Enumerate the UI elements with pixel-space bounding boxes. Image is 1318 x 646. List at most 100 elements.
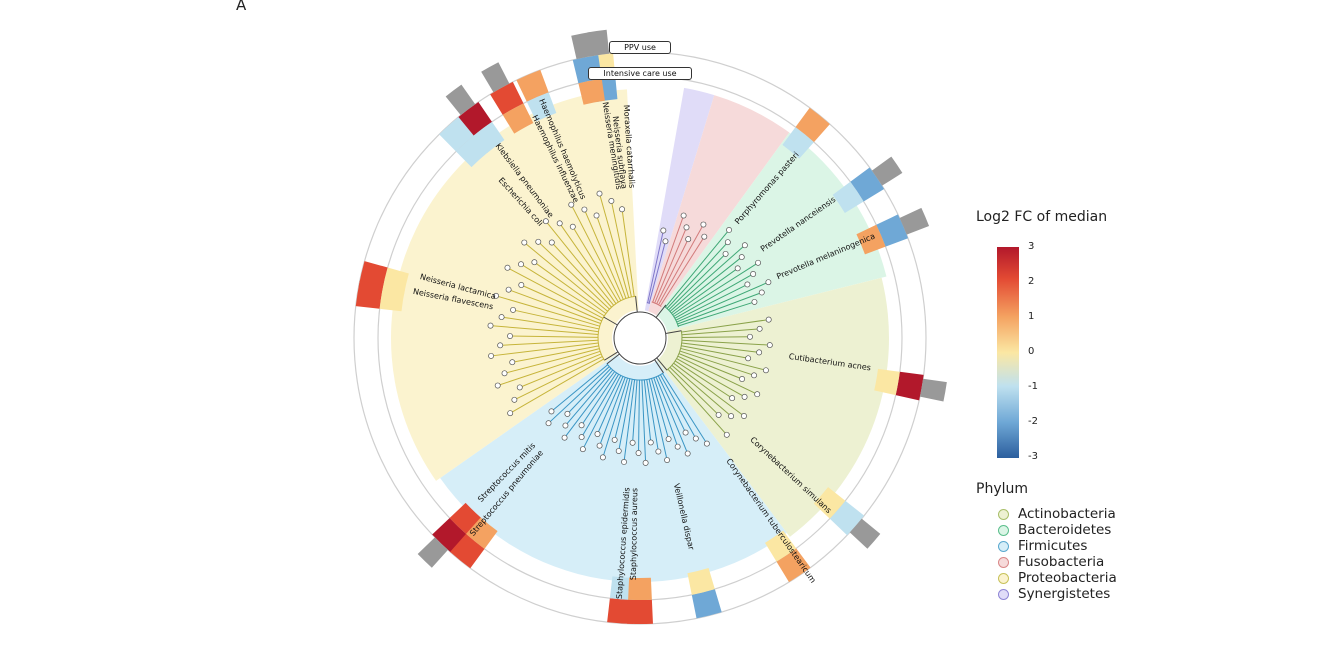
firmicutes-branch <box>623 379 636 463</box>
firmicutes-branch <box>643 379 652 443</box>
firmicutes-branch <box>650 378 670 440</box>
fc-bar-ppv <box>829 500 865 536</box>
proteobacteria-tip-node <box>494 382 501 389</box>
fusobacteria-tip-node <box>701 233 708 240</box>
fc-bar-icu <box>832 181 864 213</box>
phylum-legend-label: Firmicutes <box>1018 538 1088 554</box>
actinobacteria-branch <box>667 368 728 436</box>
fc-bar-ppv <box>516 69 549 102</box>
fc-bar-significance <box>571 31 595 60</box>
track-label-ppv: PPV use <box>609 41 671 54</box>
proteobacteria-tip-node <box>608 198 615 204</box>
fc-bar-ppv <box>607 598 634 624</box>
fusobacteria-branch <box>654 227 687 304</box>
bacteroidetes-tip-node <box>758 289 765 296</box>
proteobacteria-tip-node <box>487 322 494 329</box>
proteobacteria-branch <box>534 261 607 314</box>
fc-bar-icu <box>782 127 814 159</box>
bacteroidetes-branch <box>669 244 746 312</box>
proteobacteria-branch <box>507 267 604 319</box>
fc-bar-icu <box>813 487 846 519</box>
tip-label-staph-aureus: Staphylococcus aureus <box>629 488 640 580</box>
firmicutes-tip-node <box>642 459 649 466</box>
proteobacteria-tip-node <box>581 206 588 213</box>
fc-bar-icu <box>502 103 534 134</box>
proteobacteria-tip-node <box>535 238 542 245</box>
actinobacteria-branch <box>671 364 732 417</box>
proteobacteria-branch <box>559 223 617 304</box>
proteobacteria-branch <box>596 215 627 299</box>
panel-label: A <box>236 0 247 14</box>
bacteroidetes-branch <box>673 262 759 317</box>
fc-bar-icu <box>856 224 886 255</box>
proteobacteria-branch <box>551 242 612 308</box>
color-scale-tick: 2 <box>1028 276 1035 287</box>
firmicutes-tip-node <box>578 422 585 429</box>
fc-bar-icu <box>874 368 900 396</box>
firmicutes-branch <box>582 375 622 450</box>
fc-bar-significance <box>445 84 476 116</box>
firmicutes-tip-node <box>665 436 672 442</box>
actinobacteria-branch <box>674 360 733 399</box>
proteobacteria-branch <box>490 325 599 336</box>
actinobacteria-tip-node <box>762 367 769 374</box>
firmicutes-tip-node <box>647 439 654 446</box>
actinobacteria-branch <box>673 362 745 417</box>
proteobacteria-branch <box>512 309 600 330</box>
firmicutes-branch <box>614 378 631 441</box>
fusobacteria-branch <box>658 224 704 306</box>
bacteroidetes-tip-node <box>750 271 757 277</box>
phylum-legend-marker <box>998 556 1009 568</box>
proteobacteria-tip-node <box>498 314 505 321</box>
fusobacteria-tip-node <box>683 224 690 231</box>
phylum-legend-marker <box>998 540 1009 552</box>
synergistetes-arc <box>646 302 651 304</box>
proteobacteria-branch <box>512 345 599 363</box>
phylum-legend-title: Phylum <box>976 481 1029 497</box>
fusobacteria-tip-node <box>700 221 707 228</box>
proteobacteria-tip-node <box>501 370 508 377</box>
proteobacteria-tip-node <box>569 223 576 230</box>
proteobacteria-branch <box>583 209 624 300</box>
track-label-icu: Intensive care use <box>588 67 692 80</box>
bacteroidetes-branch <box>677 292 762 325</box>
firmicutes-branch <box>599 377 626 446</box>
firmicutes-branch <box>648 378 668 461</box>
sector-bacteroidetes <box>656 132 887 332</box>
bacteroidetes-branch <box>676 281 769 323</box>
fc-bar-ppv <box>627 599 653 625</box>
phylum-legend-label: Actinobacteria <box>1018 506 1116 522</box>
actinobacteria-tip-node <box>715 411 722 418</box>
tree-stem <box>604 351 619 361</box>
fc-bar-significance <box>417 537 448 568</box>
firmicutes-tip-node <box>655 448 662 455</box>
bacteroidetes-arc <box>664 306 679 328</box>
bacteroidetes-tip-node <box>751 298 758 305</box>
bacteroidetes-tip-node <box>724 239 731 246</box>
fusobacteria-branch <box>656 238 689 305</box>
bacteroidetes-branch <box>672 267 738 316</box>
actinobacteria-tip-node <box>754 391 761 398</box>
fc-bar-icu <box>379 285 405 312</box>
fusobacteria-branch <box>659 236 705 307</box>
color-scale-tick: 1 <box>1028 311 1035 322</box>
fc-bar-ppv <box>490 81 524 115</box>
color-scale-title: Log2 FC of median <box>976 209 1108 225</box>
proteobacteria-branch <box>501 316 599 333</box>
bacteroidetes-branch <box>668 253 726 311</box>
phylum-legend-marker <box>998 508 1009 520</box>
bacteroidetes-tip-node <box>755 259 762 266</box>
fc-bar-ppv <box>895 371 924 401</box>
tree-root-hub <box>613 311 667 365</box>
proteobacteria-tip-node <box>548 239 555 246</box>
proteobacteria-tip-node <box>507 410 514 417</box>
fc-bar-ppv <box>876 214 909 247</box>
color-scale-tick: -2 <box>1028 416 1038 427</box>
firmicutes-tip-node <box>596 442 603 449</box>
fc-bar-icu <box>526 92 557 122</box>
proteobacteria-tip-node <box>504 264 511 271</box>
firmicutes-tip-node <box>599 454 606 461</box>
actinobacteria-branch <box>681 328 760 336</box>
actinobacteria-tip-node <box>745 355 752 362</box>
color-scale-tick: -1 <box>1028 381 1038 392</box>
